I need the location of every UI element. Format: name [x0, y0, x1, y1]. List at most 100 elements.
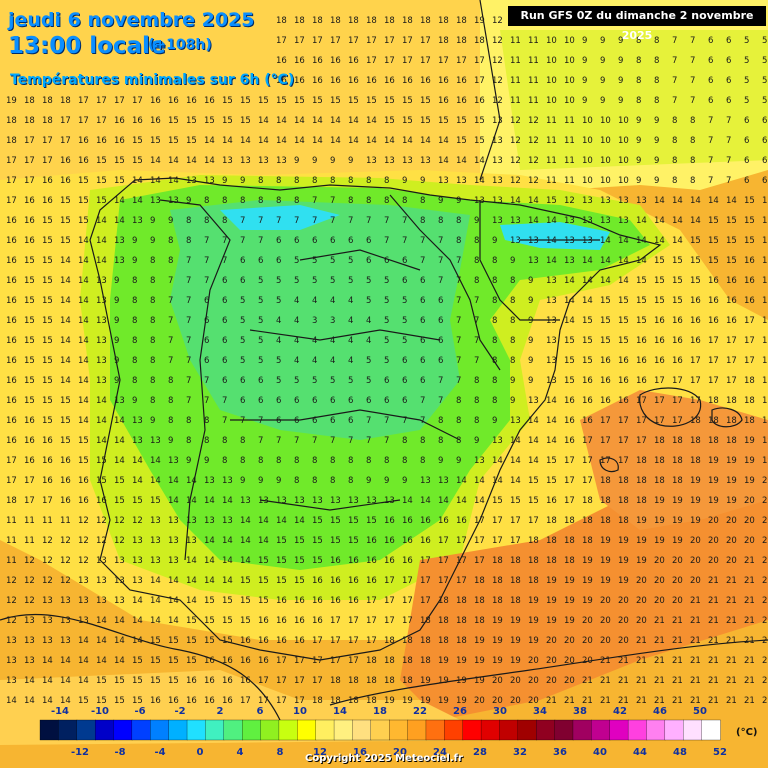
- grid-value: 19: [546, 576, 557, 586]
- grid-value: 9: [438, 196, 443, 206]
- grid-value: 14: [96, 616, 107, 626]
- grid-value: 13: [6, 676, 17, 686]
- grid-value: 20: [762, 496, 768, 506]
- grid-value: 18: [564, 516, 575, 526]
- grid-value: 16: [402, 516, 413, 526]
- grid-value: 20: [564, 636, 575, 646]
- grid-value: 16: [276, 76, 287, 86]
- grid-value: 17: [654, 416, 665, 426]
- grid-value: 13: [168, 456, 179, 466]
- grid-value: 16: [672, 356, 683, 366]
- grid-value: 19: [708, 476, 719, 486]
- legend-swatch: [591, 719, 611, 741]
- grid-value: 14: [672, 196, 683, 206]
- grid-value: 20: [636, 596, 647, 606]
- grid-value: 15: [348, 516, 359, 526]
- grid-value: 17: [294, 36, 305, 46]
- grid-value: 8: [132, 296, 137, 306]
- grid-value: 10: [600, 116, 611, 126]
- grid-value: 16: [330, 56, 341, 66]
- grid-value: 15: [456, 116, 467, 126]
- grid-value: 19: [402, 696, 413, 706]
- grid-value: 12: [60, 556, 71, 566]
- grid-value: 17: [330, 36, 341, 46]
- grid-value: 14: [510, 476, 521, 486]
- grid-value: 16: [726, 276, 737, 286]
- grid-value: 15: [456, 136, 467, 146]
- grid-value: 16: [438, 96, 449, 106]
- grid-value: 17: [636, 436, 647, 446]
- grid-value: 5: [384, 356, 389, 366]
- grid-value: 8: [204, 416, 209, 426]
- grid-value: 20: [654, 556, 665, 566]
- grid-value: 14: [114, 656, 125, 666]
- grid-value: 4: [312, 356, 317, 366]
- grid-value: 8: [690, 156, 695, 166]
- grid-value: 7: [420, 416, 425, 426]
- grid-value: 12: [42, 556, 53, 566]
- grid-value: 7: [726, 116, 731, 126]
- grid-value: 17: [402, 36, 413, 46]
- grid-value: 17: [708, 376, 719, 386]
- grid-value: 13: [240, 496, 251, 506]
- grid-value: 21: [762, 616, 768, 626]
- grid-value: 19: [672, 536, 683, 546]
- grid-value: 18: [348, 676, 359, 686]
- grid-value: 18: [420, 16, 431, 26]
- grid-value: 9: [528, 356, 533, 366]
- grid-value: 13: [240, 156, 251, 166]
- grid-value: 14: [132, 476, 143, 486]
- grid-value: 19: [744, 456, 755, 466]
- grid-value: 16: [150, 96, 161, 106]
- grid-value: 18: [456, 596, 467, 606]
- grid-value: 17: [420, 596, 431, 606]
- grid-value: 8: [456, 416, 461, 426]
- grid-value: 7: [312, 196, 317, 206]
- grid-value: 6: [240, 256, 245, 266]
- grid-value: 15: [618, 316, 629, 326]
- grid-value: 6: [726, 56, 731, 66]
- grid-value: 7: [222, 416, 227, 426]
- grid-value: 15: [258, 576, 269, 586]
- grid-value: 7: [438, 376, 443, 386]
- legend-swatch: [664, 719, 684, 741]
- grid-value: 7: [294, 216, 299, 226]
- grid-value: 4: [348, 356, 353, 366]
- grid-value: 9: [276, 476, 281, 486]
- grid-value: 16: [240, 636, 251, 646]
- grid-value: 15: [762, 216, 768, 226]
- grid-value: 18: [744, 376, 755, 386]
- grid-value: 10: [546, 96, 557, 106]
- grid-value: 19: [582, 596, 593, 606]
- grid-value: 18: [348, 696, 359, 706]
- grid-value: 6: [402, 396, 407, 406]
- grid-value: 15: [78, 196, 89, 206]
- grid-value: 14: [474, 476, 485, 486]
- grid-value: 16: [294, 596, 305, 606]
- grid-value: 19: [438, 696, 449, 706]
- grid-value: 6: [312, 396, 317, 406]
- grid-value: 17: [330, 636, 341, 646]
- grid-value: 13: [132, 556, 143, 566]
- grid-value: 17: [600, 416, 611, 426]
- grid-value: 16: [114, 136, 125, 146]
- grid-value: 14: [78, 676, 89, 686]
- grid-value: 18: [726, 436, 737, 446]
- grid-value: 16: [42, 436, 53, 446]
- legend-swatch: [131, 719, 151, 741]
- grid-value: 9: [528, 296, 533, 306]
- grid-value: 4: [366, 336, 371, 346]
- legend-label-bottom: 20: [393, 747, 407, 758]
- grid-value: 14: [150, 596, 161, 606]
- grid-value: 16: [276, 616, 287, 626]
- grid-value: 17: [348, 616, 359, 626]
- grid-value: 12: [510, 156, 521, 166]
- run-info: Run GFS 0Z du dimanche 2 novembre 2025: [508, 6, 766, 42]
- grid-value: 9: [510, 396, 515, 406]
- grid-value: 8: [366, 456, 371, 466]
- grid-value: 7: [474, 336, 479, 346]
- grid-value: 8: [654, 76, 659, 86]
- grid-value: 8: [168, 416, 173, 426]
- grid-value: 15: [114, 496, 125, 506]
- grid-value: 17: [582, 456, 593, 466]
